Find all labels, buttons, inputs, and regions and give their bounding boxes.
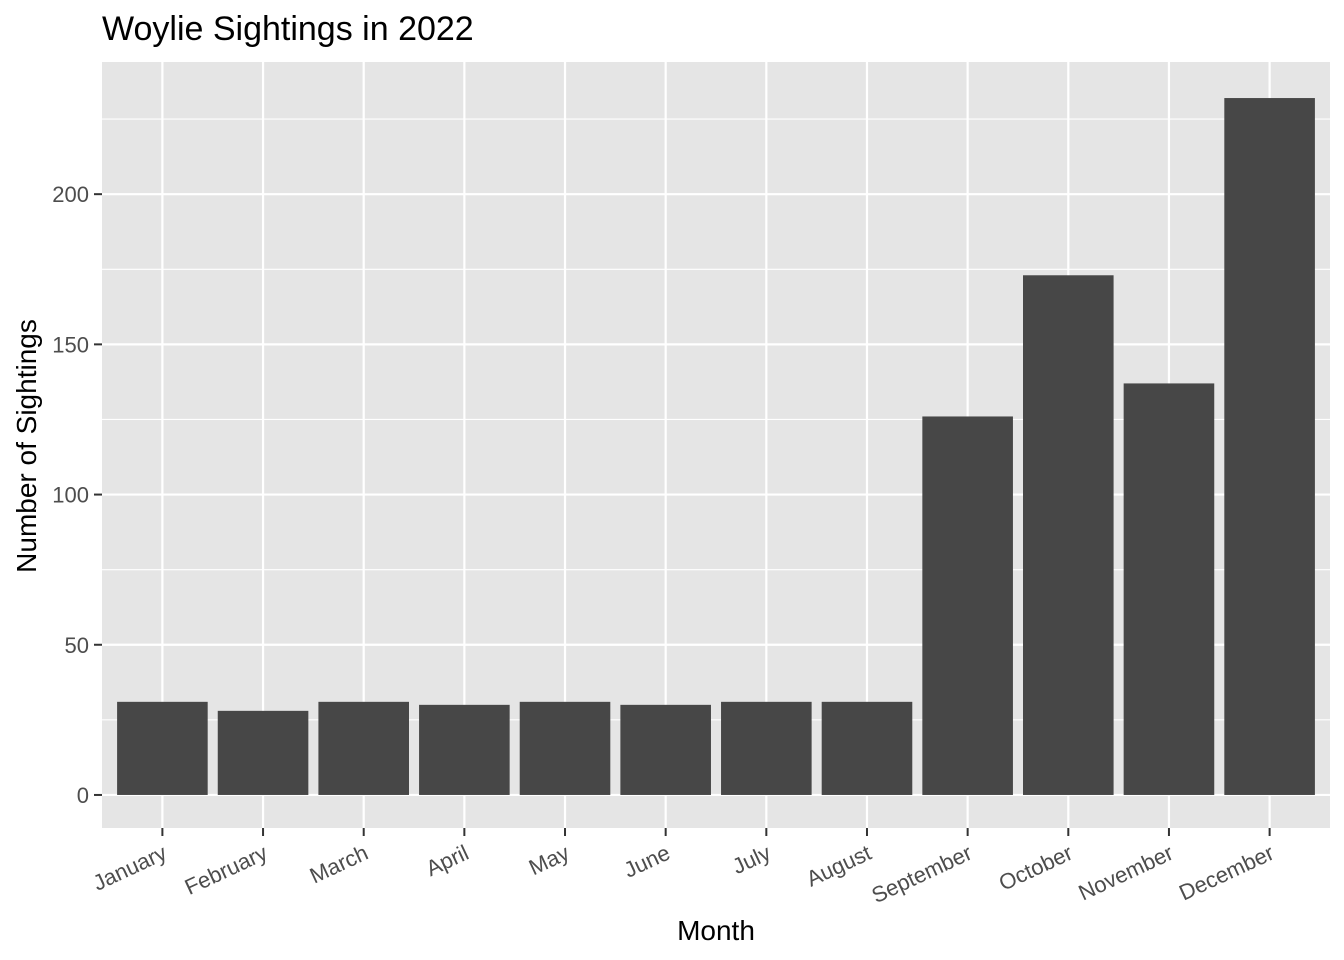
x-tick-label: February bbox=[181, 840, 271, 900]
x-tick-label: July bbox=[728, 840, 774, 879]
bar-may bbox=[519, 701, 611, 795]
x-tick-label: August bbox=[802, 840, 875, 892]
bar-series bbox=[117, 98, 1315, 795]
bar-january bbox=[117, 701, 208, 795]
x-tick-label: April bbox=[422, 840, 472, 881]
y-tick-label: 50 bbox=[65, 633, 89, 658]
y-tick-label: 0 bbox=[77, 783, 89, 808]
x-tick-label: June bbox=[620, 840, 674, 883]
x-tick-label: December bbox=[1175, 840, 1278, 906]
x-axis: January February March April May June July Augu… bbox=[89, 828, 1278, 908]
bar-march bbox=[318, 701, 409, 795]
bar-april bbox=[419, 704, 510, 795]
bar-october bbox=[1023, 275, 1114, 795]
x-tick-label: May bbox=[525, 840, 573, 880]
y-axis: 0 50 100 150 200 bbox=[52, 182, 102, 808]
x-tick-label: March bbox=[306, 840, 372, 888]
bar-december bbox=[1224, 98, 1315, 795]
x-axis-title: Month bbox=[677, 915, 755, 946]
y-tick-label: 200 bbox=[52, 182, 89, 207]
bar-september bbox=[922, 416, 1013, 795]
x-tick-label: September bbox=[868, 840, 976, 908]
x-tick-label: January bbox=[89, 840, 171, 896]
bar-june bbox=[620, 704, 711, 795]
bar-july bbox=[721, 701, 812, 795]
y-tick-label: 100 bbox=[52, 483, 89, 508]
bar-february bbox=[217, 710, 309, 795]
x-tick-label: October bbox=[995, 840, 1076, 896]
x-tick-label: November bbox=[1075, 840, 1178, 906]
y-axis-title: Number of Sightings bbox=[11, 319, 42, 573]
y-tick-label: 150 bbox=[52, 332, 89, 357]
bar-august bbox=[821, 701, 913, 795]
chart-title: Woylie Sightings in 2022 bbox=[102, 10, 474, 48]
bar-november bbox=[1123, 383, 1215, 795]
